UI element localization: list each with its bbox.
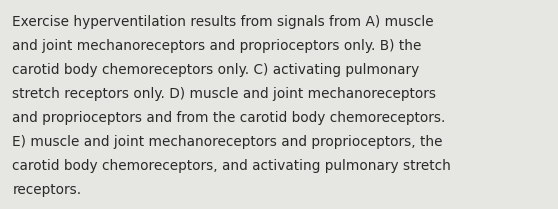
Text: and joint mechanoreceptors and proprioceptors only. B) the: and joint mechanoreceptors and proprioce…: [12, 39, 422, 53]
Text: carotid body chemoreceptors, and activating pulmonary stretch: carotid body chemoreceptors, and activat…: [12, 159, 451, 173]
Text: and proprioceptors and from the carotid body chemoreceptors.: and proprioceptors and from the carotid …: [12, 111, 446, 125]
Text: receptors.: receptors.: [12, 183, 81, 197]
Text: carotid body chemoreceptors only. C) activating pulmonary: carotid body chemoreceptors only. C) act…: [12, 63, 420, 77]
Text: stretch receptors only. D) muscle and joint mechanoreceptors: stretch receptors only. D) muscle and jo…: [12, 87, 436, 101]
Text: Exercise hyperventilation results from signals from A) muscle: Exercise hyperventilation results from s…: [12, 15, 434, 29]
Text: E) muscle and joint mechanoreceptors and proprioceptors, the: E) muscle and joint mechanoreceptors and…: [12, 135, 443, 149]
